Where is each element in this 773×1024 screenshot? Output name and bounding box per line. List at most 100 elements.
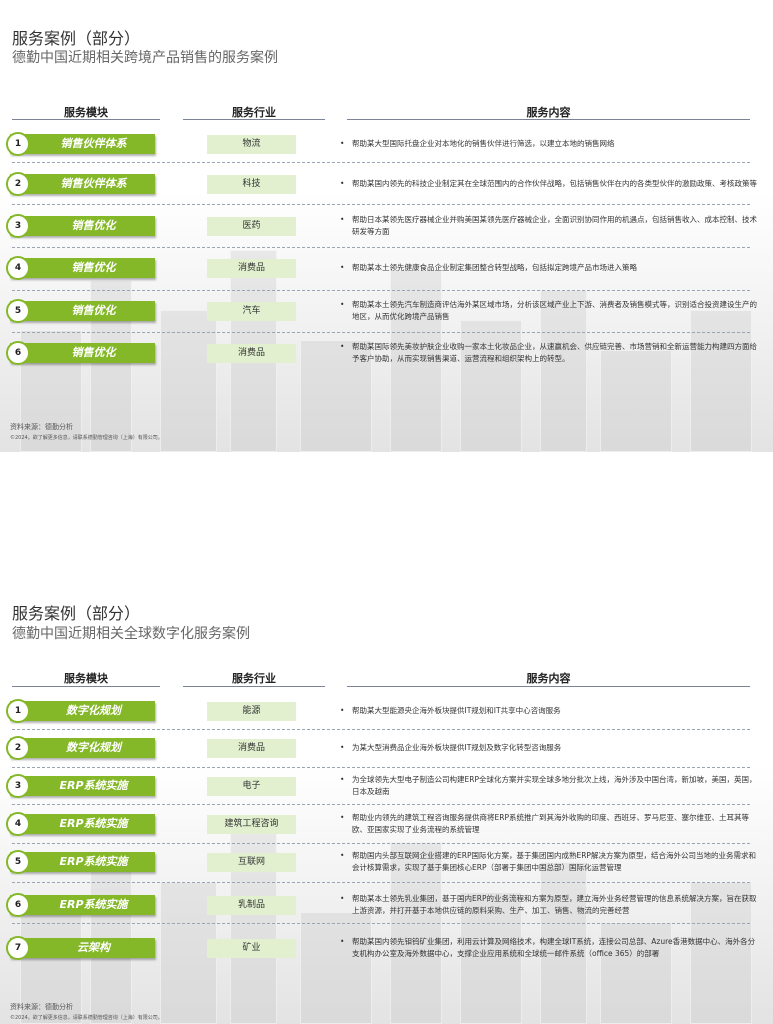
module-badge: 3 ERP系统实施 (6, 774, 155, 798)
module-label: 云架构 (77, 941, 110, 954)
module-badge: 4 ERP系统实施 (6, 812, 155, 836)
source-note: 资料来源：德勤分析 (10, 423, 73, 431)
module-label: 销售优化 (71, 261, 116, 274)
module-label: 销售优化 (71, 219, 116, 232)
header-module: 服务模块 (64, 106, 108, 119)
header-underline (183, 686, 325, 687)
header-industry: 服务行业 (232, 672, 276, 685)
industry-cell: 消费品 (207, 739, 296, 758)
module-badge: 5 ERP系统实施 (6, 850, 155, 874)
content-cell: 帮助某国际领先美妆护肤企业收购一家本土化妆品企业，从速赢机会、供应链完善、市场营… (340, 341, 757, 365)
content-cell: 帮助某国内领先钼钨矿业集团，利用云计算及网络技术，构建全球IT系统，连接公司总部… (340, 936, 757, 960)
module-badge: 1 销售伙伴体系 (6, 132, 155, 156)
building-shape (460, 320, 522, 452)
building-shape (160, 310, 217, 452)
row-number: 4 (6, 812, 30, 836)
header-content: 服务内容 (526, 106, 571, 119)
industry-cell: 医药 (207, 217, 296, 236)
row-divider (12, 204, 750, 205)
slide-subtitle: 德勤中国近期相关跨境产品销售的服务案例 (12, 50, 278, 66)
industry-cell: 互联网 (207, 853, 296, 872)
module-badge: 5 销售优化 (6, 299, 155, 323)
module-badge: 2 数字化规划 (6, 736, 155, 760)
industry-cell: 建筑工程咨询 (207, 815, 296, 834)
content-cell: 帮助日本某领先医疗器械企业并购美国某领先医疗器械企业，全面识别协同作用的机遇点，… (340, 214, 757, 238)
module-badge: 4 销售优化 (6, 256, 155, 280)
content-cell: 帮助某本土领先汽车制造商评估海外某区域市场，分析该区域产业上下游、消费者及销售模… (340, 299, 757, 323)
row-number: 2 (6, 736, 30, 760)
module-badge: 1 数字化规划 (6, 699, 155, 723)
module-badge: 6 销售优化 (6, 341, 155, 365)
header-industry: 服务行业 (232, 106, 276, 119)
building-shape (600, 350, 672, 452)
header-underline (183, 119, 325, 120)
copyright-note: ©2024。欲了解更多信息，请联系德勤管理咨询（上海）有限公司。 (10, 435, 163, 441)
building-shape (690, 310, 752, 452)
row-divider (12, 290, 750, 291)
header-underline (12, 686, 160, 687)
industry-cell: 电子 (207, 777, 296, 796)
row-number: 1 (6, 699, 30, 723)
industry-cell: 能源 (207, 702, 296, 721)
row-number: 7 (6, 936, 30, 960)
module-label: ERP系统实施 (59, 779, 128, 792)
content-cell: 帮助业内领先的建筑工程咨询服务提供商将ERP系统推广到其海外收购的印度、西班牙、… (340, 812, 757, 836)
header-underline (347, 686, 750, 687)
header-module: 服务模块 (64, 672, 108, 685)
module-badge: 7 云架构 (6, 936, 155, 960)
copyright-note: ©2024。欲了解更多信息，请联系德勤管理咨询（上海）有限公司。 (10, 1015, 163, 1021)
row-divider (12, 332, 750, 333)
slide-2: 服务案例（部分） 德勤中国近期相关全球数字化服务案例 服务模块 服务行业 服务内容 1 数… (0, 580, 773, 1024)
module-label: ERP系统实施 (59, 898, 128, 911)
module-label: 销售优化 (71, 346, 116, 359)
industry-cell: 消费品 (207, 259, 296, 278)
content-cell: 帮助某大型国际托盘企业对本地化的销售伙伴进行筛选，以建立本地的销售网络 (340, 138, 757, 150)
industry-cell: 科技 (207, 175, 296, 194)
module-label: 数字化规划 (66, 741, 121, 754)
module-label: 数字化规划 (66, 704, 121, 717)
header-underline (347, 119, 750, 120)
row-divider (12, 843, 750, 844)
row-divider (12, 882, 750, 883)
row-divider (12, 162, 750, 163)
slide-1: 服务案例（部分） 德勤中国近期相关跨境产品销售的服务案例 服务模块 服务行业 服务内容 … (0, 0, 773, 452)
content-cell: 帮助某本土领先健康食品企业制定集团整合转型战略，包括拟定跨境产品市场进入策略 (340, 262, 757, 274)
row-number: 3 (6, 774, 30, 798)
header-content: 服务内容 (526, 672, 571, 685)
row-number: 3 (6, 214, 30, 238)
module-badge: 2 销售伙伴体系 (6, 172, 155, 196)
industry-cell: 物流 (207, 135, 296, 154)
content-cell: 帮助某国内领先的科技企业制定其在全球范围内的合作伙伴战略，包括销售伙伴在内的各类… (340, 178, 757, 190)
slide-title: 服务案例（部分） (12, 29, 141, 48)
header-underline (12, 119, 160, 120)
content-cell: 帮助某本土领先乳业集团，基于国内ERP的业务流程和方案为原型，建立海外业务经营管… (340, 893, 757, 917)
building-shape (300, 912, 372, 1024)
industry-cell: 消费品 (207, 344, 296, 363)
industry-cell: 乳制品 (207, 896, 296, 915)
module-label: 销售伙伴体系 (60, 137, 127, 150)
row-number: 4 (6, 256, 30, 280)
slide-subtitle: 德勤中国近期相关全球数字化服务案例 (12, 626, 250, 642)
content-cell: 帮助国内头部互联网企业搭建的ERP国际化方案，基于集团国内成熟ERP解决方案为原… (340, 850, 757, 874)
row-number: 5 (6, 299, 30, 323)
module-badge: 6 ERP系统实施 (6, 893, 155, 917)
row-divider (12, 767, 750, 768)
row-number: 5 (6, 850, 30, 874)
source-note: 资料来源：德勤分析 (10, 1003, 73, 1011)
module-label: 销售优化 (71, 304, 116, 317)
module-badge: 3 销售优化 (6, 214, 155, 238)
row-number: 1 (6, 132, 30, 156)
content-cell: 为全球领先大型电子制造公司构建ERP全球化方案并实现全球多地分批次上线，海外涉及… (340, 774, 757, 798)
row-number: 2 (6, 172, 30, 196)
row-divider (12, 923, 750, 924)
content-cell: 为某大型消费品企业海外板块提供IT规划及数字化转型咨询服务 (340, 742, 757, 754)
content-cell: 帮助某大型能源央企海外板块提供IT规划和IT共享中心咨询服务 (340, 705, 757, 717)
row-divider (12, 804, 750, 805)
row-number: 6 (6, 341, 30, 365)
row-number: 6 (6, 893, 30, 917)
module-label: 销售伙伴体系 (60, 177, 127, 190)
module-label: ERP系统实施 (59, 817, 128, 830)
industry-cell: 矿业 (207, 939, 296, 958)
module-label: ERP系统实施 (59, 855, 128, 868)
row-divider (12, 729, 750, 730)
